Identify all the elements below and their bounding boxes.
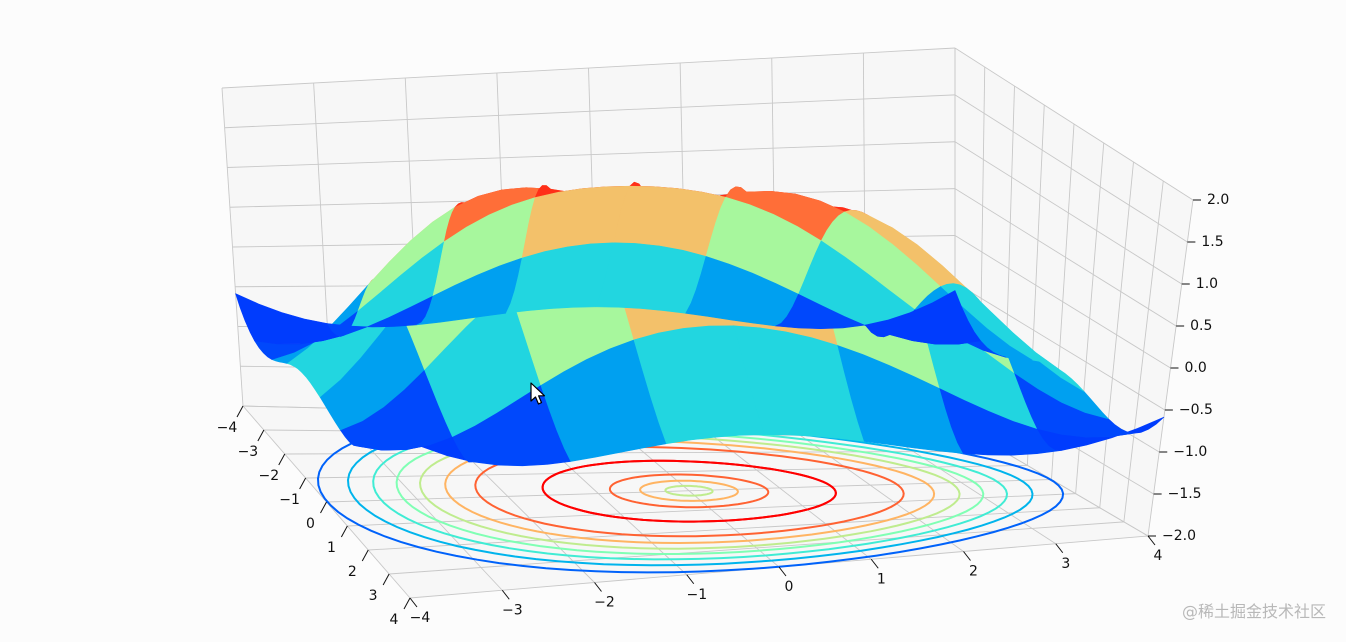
gridline-wall-z-right <box>954 188 1177 327</box>
y-tick-label: −4 <box>410 610 431 626</box>
z-tick-label: −1.0 <box>1173 444 1207 460</box>
surface-mesh <box>235 181 1165 467</box>
x-tick-label: 3 <box>369 588 378 604</box>
gridline-wall-z-left <box>221 47 956 89</box>
z-tick-label: −2.0 <box>1162 528 1196 544</box>
tick-mark <box>278 453 286 466</box>
gridline-wall-z-left <box>224 94 956 129</box>
gridline-wall-z-right <box>954 94 1188 243</box>
x-tick-label: 1 <box>327 540 336 556</box>
y-tick-label: −2 <box>594 595 615 611</box>
tick-mark <box>963 551 971 561</box>
y-tick-label: 0 <box>785 579 794 595</box>
y-tick-label: 3 <box>1061 556 1070 572</box>
z-tick-label: 1.5 <box>1201 234 1223 250</box>
x-tick-label: 0 <box>306 516 315 532</box>
gridline-wall-z-left <box>227 141 956 168</box>
tick-mark <box>501 589 510 600</box>
x-tick-label: −3 <box>238 444 259 460</box>
z-tick-label: 0.0 <box>1185 360 1207 376</box>
tick-mark <box>236 405 244 418</box>
y-tick-label: 1 <box>877 571 886 587</box>
tick-mark <box>361 549 369 562</box>
x-tick-label: −4 <box>217 420 238 436</box>
contour-line <box>608 473 770 509</box>
z-tick-label: 0.5 <box>1190 318 1212 334</box>
tick-mark <box>686 574 695 585</box>
z-tick-label: 1.0 <box>1196 276 1218 292</box>
tick-mark <box>340 525 348 538</box>
y-tick-label: 2 <box>969 564 978 580</box>
surface-patch <box>864 290 981 345</box>
tick-mark <box>320 501 327 514</box>
z-tick-label: −1.5 <box>1168 486 1202 502</box>
tick-mark <box>870 558 879 569</box>
x-tick-label: −2 <box>258 468 279 484</box>
x-tick-label: 4 <box>390 612 399 628</box>
y-tick-label: −1 <box>686 587 707 603</box>
tick-mark <box>1147 535 1156 546</box>
gridline-wall-z-right <box>954 281 1166 411</box>
tick-mark <box>778 566 787 577</box>
tick-mark <box>257 429 265 442</box>
y-tick-label: 4 <box>1154 548 1163 564</box>
gridline-wall-z-right <box>954 47 1194 201</box>
tick-mark <box>403 597 411 610</box>
surface-patch <box>595 242 707 314</box>
tick-mark <box>1055 543 1064 554</box>
tick-mark <box>382 573 390 586</box>
y-tick-label: −3 <box>502 602 523 618</box>
z-tick-label: −0.5 <box>1179 402 1213 418</box>
x-tick-label: −1 <box>279 492 300 508</box>
mouse-pointer-icon <box>530 382 546 405</box>
gridline-wall-z-right <box>954 235 1171 369</box>
contour-line <box>639 479 739 502</box>
gridline-wall-z-right <box>954 141 1182 285</box>
watermark: @稀土掘金技术社区 <box>1181 602 1326 621</box>
tick-mark <box>299 477 307 490</box>
contour-line <box>541 459 837 523</box>
tick-mark <box>594 582 602 592</box>
contour-line <box>664 484 714 497</box>
z-tick-label: 2.0 <box>1207 192 1229 208</box>
tick-mark <box>409 597 418 608</box>
x-tick-label: 2 <box>348 564 357 580</box>
